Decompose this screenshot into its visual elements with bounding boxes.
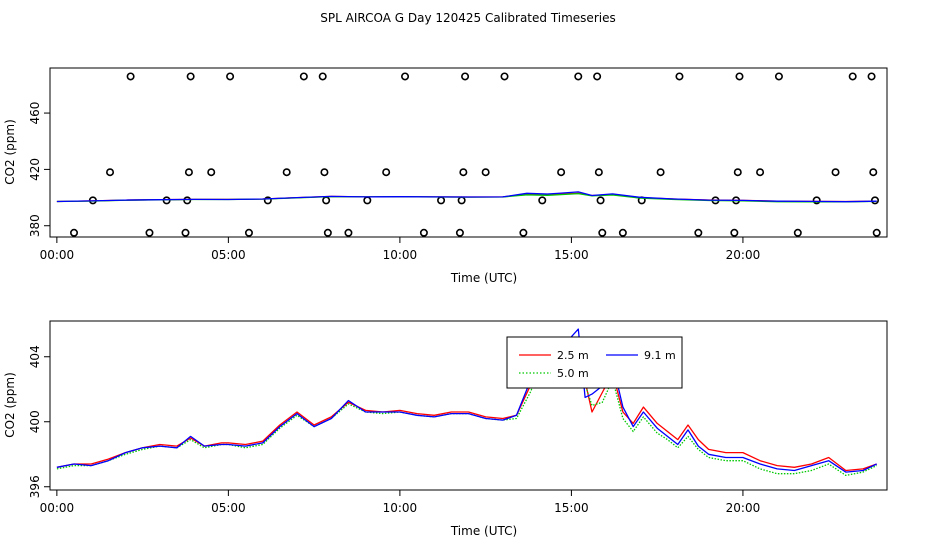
bottom-yaxis-label: CO2 (ppm) (3, 372, 17, 438)
top-sample-point (457, 196, 466, 205)
top-sample-point (869, 168, 878, 177)
top-sample-point (382, 168, 391, 177)
top-sample-point (793, 228, 802, 237)
top-sample-point (812, 196, 821, 205)
top-sample-point (848, 72, 857, 81)
top-sample-point (318, 72, 327, 81)
top-sample-point (735, 72, 744, 81)
bottom-series-line-1 (56, 339, 877, 472)
bottom-legend: 2.5 m 5.0 m 9.1 m (506, 336, 683, 389)
top-sample-point (596, 196, 605, 205)
bottom-series-line-2 (56, 346, 877, 477)
top-ytick-label: 380 (28, 214, 42, 237)
top-xaxis-label: Time (UTC) (450, 271, 517, 285)
top-sample-point (867, 72, 876, 81)
top-sample-point (263, 196, 272, 205)
bottom-ytick-label: 396 (28, 475, 42, 498)
top-plot-axes: 00:00 05:00 10:00 15:00 20:00 380 420 460 (28, 102, 760, 262)
top-yaxis-label: CO2 (ppm) (3, 119, 17, 185)
top-sample-point (500, 72, 509, 81)
legend-label-5-0m: 5.0 m (557, 367, 589, 380)
top-sample-point (594, 168, 603, 177)
top-sample-point (461, 72, 470, 81)
top-xtick-label: 05:00 (211, 248, 246, 262)
top-plot-frame (49, 67, 888, 238)
legend-label-9-1m: 9.1 m (644, 349, 676, 362)
top-sample-point (322, 196, 331, 205)
top-sample-point (145, 228, 154, 237)
top-sample-point (70, 228, 79, 237)
top-sample-point (344, 228, 353, 237)
top-sample-point (106, 168, 115, 177)
top-sample-point (656, 168, 665, 177)
bottom-plot-marks (56, 328, 877, 477)
top-sample-point (593, 72, 602, 81)
bottom-ytick-label: 404 (28, 345, 42, 368)
bottom-xtick-label: 20:00 (726, 501, 761, 515)
top-sample-point (557, 168, 566, 177)
top-sample-point (363, 196, 372, 205)
top-sample-point (574, 72, 583, 81)
top-ytick-label: 420 (28, 158, 42, 181)
top-sample-point (183, 196, 192, 205)
top-series-line-3 (56, 191, 877, 203)
top-sample-point (618, 228, 627, 237)
top-sample-point (455, 228, 464, 237)
top-sample-point (244, 228, 253, 237)
top-sample-point (323, 228, 332, 237)
top-plot-marks (56, 72, 881, 237)
top-sample-point (694, 228, 703, 237)
bottom-xtick-label: 10:00 (383, 501, 418, 515)
bottom-xtick-label: 15:00 (554, 501, 589, 515)
top-sample-point (437, 196, 446, 205)
page-title: SPL AIRCOA G Day 120425 Calibrated Times… (320, 11, 615, 25)
top-sample-point (459, 168, 468, 177)
top-sample-point (756, 168, 765, 177)
top-sample-point (831, 168, 840, 177)
top-sample-point (226, 72, 235, 81)
bottom-plot-frame (49, 320, 888, 491)
top-sample-point (181, 228, 190, 237)
top-sample-point (870, 196, 879, 205)
bottom-xaxis-label: Time (UTC) (450, 524, 517, 538)
top-sample-point (675, 72, 684, 81)
top-xtick-label: 20:00 (726, 248, 761, 262)
top-sample-point (401, 72, 410, 81)
top-sample-point (598, 228, 607, 237)
top-sample-point (419, 228, 428, 237)
top-sample-point (184, 168, 193, 177)
top-ytick-label: 460 (28, 102, 42, 125)
top-sample-point (320, 168, 329, 177)
top-sample-point (538, 196, 547, 205)
top-sample-point (730, 228, 739, 237)
bottom-xtick-label: 05:00 (211, 501, 246, 515)
bottom-xtick-label: 00:00 (40, 501, 75, 515)
top-sample-point (872, 228, 881, 237)
top-sample-point (126, 72, 135, 81)
top-sample-point (519, 228, 528, 237)
top-sample-point (481, 168, 490, 177)
top-xtick-label: 00:00 (40, 248, 75, 262)
top-sample-point (186, 72, 195, 81)
top-sample-point (282, 168, 291, 177)
bottom-series-line-3 (56, 328, 877, 473)
top-sample-point (299, 72, 308, 81)
legend-box (506, 336, 683, 389)
top-panel: 00:00 05:00 10:00 15:00 20:00 380 420 460 Time … (3, 67, 888, 285)
top-xtick-label: 10:00 (383, 248, 418, 262)
bottom-plot-axes: 00:00 05:00 10:00 15:00 20:00 396 400 404 (28, 345, 760, 515)
top-sample-point (207, 168, 216, 177)
legend-label-2-5m: 2.5 m (557, 349, 589, 362)
top-sample-point (733, 168, 742, 177)
top-sample-point (774, 72, 783, 81)
top-xtick-label: 15:00 (554, 248, 589, 262)
bottom-ytick-label: 400 (28, 410, 42, 433)
bottom-panel: 00:00 05:00 10:00 15:00 20:00 396 400 404 2.5 m… (3, 320, 888, 538)
